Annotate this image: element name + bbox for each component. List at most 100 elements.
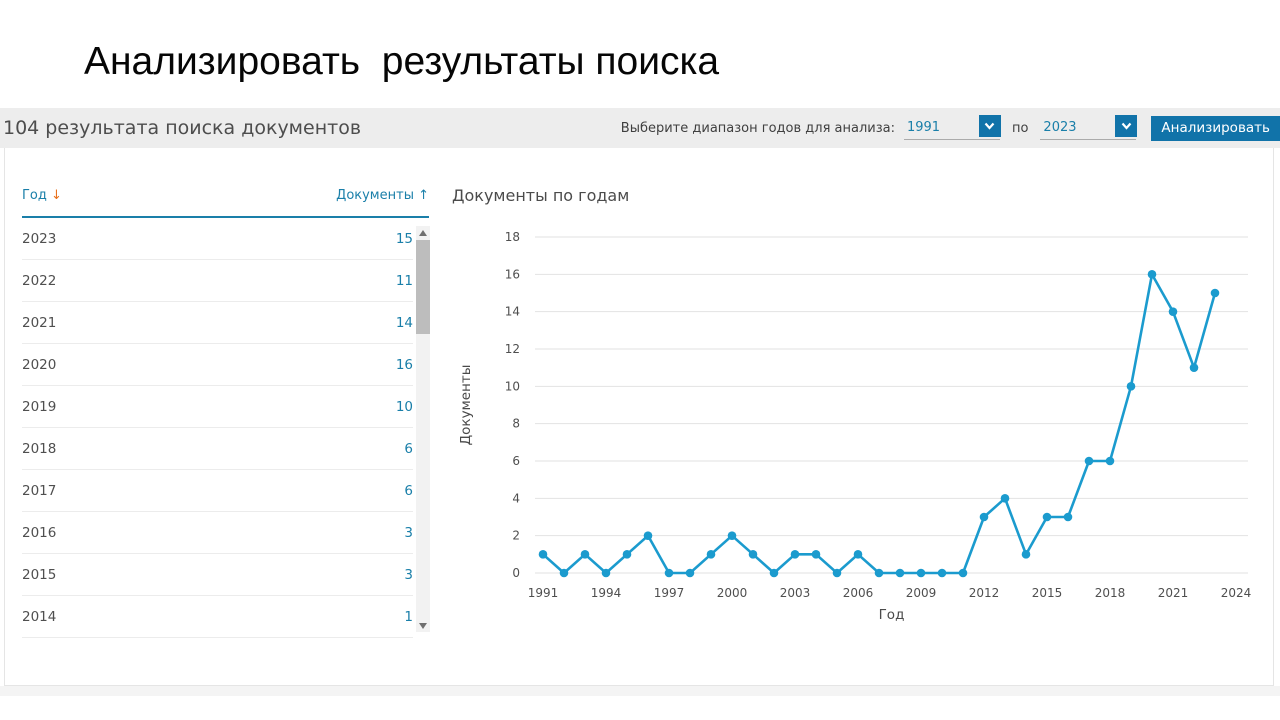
chevron-down-icon <box>985 122 995 130</box>
y-tick-label: 4 <box>512 491 520 505</box>
data-point <box>832 568 842 578</box>
year-cell: 2021 <box>22 314 57 331</box>
data-point <box>874 568 884 578</box>
results-summary: 104 результата поиска документов <box>3 117 362 139</box>
data-point <box>853 550 863 559</box>
x-tick-label: 2003 <box>780 586 811 600</box>
page-title: Анализировать результаты поиска <box>84 40 720 83</box>
x-tick-label: 2021 <box>1158 586 1189 600</box>
year-table: Год ↓ Документы ↑ 2023 15 2022 11 2021 14 2020… <box>22 188 430 638</box>
year-table-body: 2023 15 2022 11 2021 14 2020 16 2019 10 2018 6 2017 6… <box>22 218 413 638</box>
bottom-strip <box>0 686 1280 696</box>
column-header-documents[interactable]: Документы ↑ <box>336 188 429 203</box>
data-point <box>1189 363 1199 372</box>
table-header: Год ↓ Документы ↑ <box>22 188 429 218</box>
docs-count-link[interactable]: 3 <box>404 524 413 541</box>
table-row: 2016 3 <box>22 512 413 554</box>
docs-count-link[interactable]: 6 <box>404 482 413 499</box>
y-tick-label: 14 <box>505 305 520 319</box>
scroll-down-button[interactable] <box>416 619 430 632</box>
x-tick-label: 2018 <box>1095 586 1126 600</box>
x-tick-label: 2015 <box>1032 586 1063 600</box>
data-point <box>1168 307 1178 316</box>
data-point <box>1084 456 1094 466</box>
data-point <box>895 568 905 578</box>
data-point <box>601 568 611 578</box>
year-cell: 2022 <box>22 272 57 289</box>
docs-count-link[interactable]: 6 <box>404 440 413 457</box>
to-label: по <box>1011 120 1029 136</box>
year-to-dropdown-button[interactable] <box>1115 115 1138 137</box>
data-point <box>580 550 590 559</box>
data-point <box>937 568 947 578</box>
range-label: Выберите диапазон годов для анализа: <box>620 120 895 136</box>
x-tick-label: 1997 <box>654 586 685 600</box>
year-to-select[interactable]: 2023 <box>1040 115 1138 140</box>
x-axis-label: Год <box>879 607 905 623</box>
x-tick-label: 2012 <box>969 586 1000 600</box>
docs-count-link[interactable]: 3 <box>404 566 413 583</box>
column-header-year-label: Год <box>22 188 47 203</box>
docs-count-link[interactable]: 14 <box>395 314 413 331</box>
documents-chart: 0 2 4 6 8 10 12 14 16 18 1991 1994 1997 2000 2003 2006 2… <box>458 230 1251 623</box>
x-tick-label: 2006 <box>843 586 874 600</box>
year-from-select[interactable]: 1991 <box>903 115 1001 140</box>
table-row: 2020 16 <box>22 344 413 386</box>
data-point <box>1105 456 1115 466</box>
scroll-thumb[interactable] <box>416 240 430 334</box>
table-row: 2022 11 <box>22 260 413 302</box>
column-header-year[interactable]: Год ↓ <box>22 188 62 203</box>
y-tick-label: 16 <box>505 267 520 281</box>
x-tick-label: 1991 <box>528 586 559 600</box>
triangle-up-icon <box>419 229 427 236</box>
data-point <box>916 568 926 578</box>
year-from-dropdown-button[interactable] <box>978 115 1001 137</box>
x-tick-label: 2009 <box>906 586 937 600</box>
y-tick-label: 18 <box>505 230 520 244</box>
y-tick-label: 10 <box>505 379 520 393</box>
data-point <box>685 568 695 578</box>
y-tick-label: 8 <box>512 417 520 431</box>
column-header-documents-label: Документы <box>336 188 414 203</box>
triangle-down-icon <box>419 622 427 629</box>
data-point <box>1000 494 1010 503</box>
data-point <box>811 550 821 559</box>
data-point <box>958 568 968 578</box>
data-point <box>979 512 989 522</box>
table-row: 2023 15 <box>22 218 413 260</box>
docs-count-link[interactable]: 15 <box>395 230 413 247</box>
data-point <box>643 531 653 540</box>
docs-count-link[interactable]: 10 <box>395 398 413 415</box>
table-row: 2015 3 <box>22 554 413 596</box>
chevron-down-icon <box>1121 122 1132 130</box>
y-tick-label: 12 <box>505 342 520 356</box>
docs-count-link[interactable]: 16 <box>395 356 413 373</box>
table-row: 2021 14 <box>22 302 413 344</box>
year-cell: 2019 <box>22 398 57 415</box>
sort-asc-icon: ↑ <box>418 188 429 203</box>
x-tick-label: 1994 <box>591 586 622 600</box>
analyze-button[interactable]: Анализировать <box>1151 115 1280 141</box>
data-point <box>706 550 716 559</box>
data-point <box>1210 288 1220 298</box>
table-row: 2017 6 <box>22 470 413 512</box>
data-point <box>664 568 674 578</box>
year-cell: 2015 <box>22 566 57 583</box>
data-point <box>727 531 737 540</box>
data-point <box>790 550 800 559</box>
table-row: 2019 10 <box>22 386 413 428</box>
data-point <box>622 550 632 559</box>
data-point <box>769 568 779 578</box>
chart-title: Документы по годам <box>452 186 630 205</box>
data-point <box>1042 512 1052 522</box>
scroll-up-button[interactable] <box>416 226 430 239</box>
year-from-value: 1991 <box>906 120 941 135</box>
x-tick-label: 2000 <box>717 586 748 600</box>
y-axis-label: Документы <box>458 365 474 446</box>
content-panel <box>4 148 1274 686</box>
year-cell: 2017 <box>22 482 57 499</box>
scrollbar[interactable] <box>416 226 430 632</box>
year-range-group: Выберите диапазон годов для анализа: 199… <box>620 115 1280 141</box>
docs-count-link[interactable]: 11 <box>395 272 413 289</box>
docs-count-link[interactable]: 1 <box>404 608 413 625</box>
